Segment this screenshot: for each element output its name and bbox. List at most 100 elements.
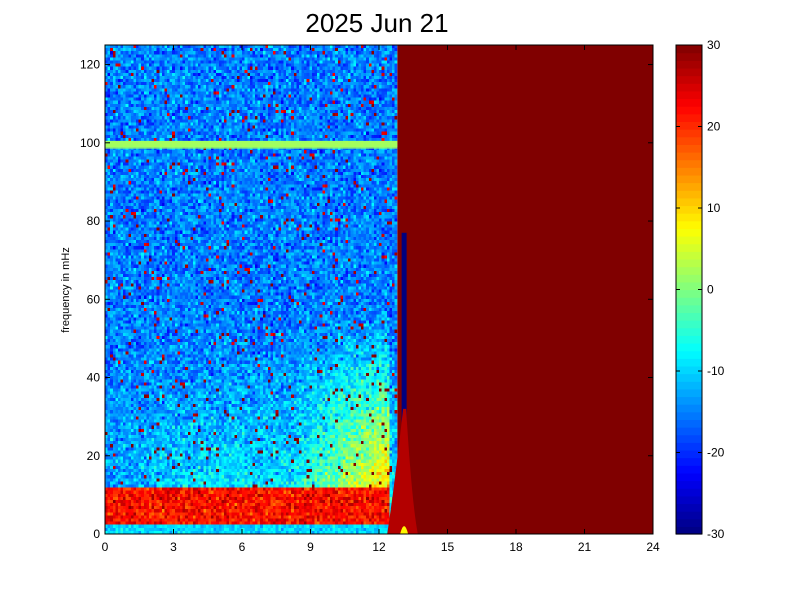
spike-base xyxy=(387,408,418,534)
colorbar-swatch xyxy=(676,60,702,69)
colorbar-swatch xyxy=(676,465,702,474)
y-tick-label: 120 xyxy=(80,58,100,72)
colorbar-swatch xyxy=(676,136,702,145)
colorbar-swatch xyxy=(676,220,702,229)
colorbar-tick-label: 30 xyxy=(707,38,721,52)
colorbar-tick-label: -30 xyxy=(707,527,725,541)
spike xyxy=(401,232,407,534)
colorbar-swatch xyxy=(676,144,702,153)
colorbar-swatch xyxy=(676,312,702,321)
colorbar-swatch xyxy=(676,388,702,398)
colorbar-swatch xyxy=(676,75,702,84)
colorbar-swatch xyxy=(676,266,702,275)
plot-area xyxy=(105,45,653,534)
colorbar-swatch xyxy=(676,258,702,268)
colorbar-swatch xyxy=(676,404,702,413)
x-tick-label: 12 xyxy=(372,540,386,554)
colorbar-swatch xyxy=(676,190,702,199)
colorbar-tick-label: 0 xyxy=(707,283,714,297)
saturated-region xyxy=(397,45,653,534)
colorbar-tick-label: -20 xyxy=(707,446,725,460)
y-tick-label: 60 xyxy=(87,292,101,306)
colorbar-swatch xyxy=(676,373,702,382)
y-tick-label: 100 xyxy=(80,136,100,150)
colorbar-swatch xyxy=(676,182,702,191)
colorbar-swatch xyxy=(676,411,702,420)
colorbar-swatch xyxy=(676,427,702,436)
y-axis: 0 20 40 60 80 100 120 xyxy=(80,58,653,541)
colorbar-swatch xyxy=(676,342,702,352)
x-tick-label: 21 xyxy=(578,540,592,554)
colorbar-axis: -30 -20 -10 0 10 20 30 xyxy=(676,38,725,541)
colorbar-swatch xyxy=(676,251,702,260)
x-tick-label: 6 xyxy=(239,540,246,554)
colorbar-swatch xyxy=(676,449,702,459)
colorbar-swatch xyxy=(676,129,702,138)
x-tick-label: 3 xyxy=(170,540,177,554)
colorbar-swatch xyxy=(676,350,702,359)
colorbar-swatch xyxy=(676,381,702,390)
colorbar-swatch xyxy=(676,159,702,168)
colorbar-swatch xyxy=(676,396,702,405)
colorbar-swatch xyxy=(676,419,702,428)
colorbar-swatch xyxy=(676,518,702,527)
colorbar-swatch xyxy=(676,289,702,298)
colorbar-swatch xyxy=(676,243,702,252)
colorbar-swatch xyxy=(676,365,702,375)
x-axis: 0 3 6 9 12 15 18 21 24 xyxy=(102,45,660,554)
spectral-line xyxy=(105,140,398,149)
colorbar-swatch xyxy=(676,167,702,176)
y-tick-label: 80 xyxy=(87,214,101,228)
colorbar-swatch xyxy=(676,151,702,161)
colorbar-swatch xyxy=(676,457,702,466)
y-tick-label: 40 xyxy=(87,371,101,385)
colorbar-swatch xyxy=(676,503,702,512)
colorbar-swatch xyxy=(676,480,702,489)
spike-base-core xyxy=(400,526,409,534)
colorbar-swatch xyxy=(676,495,702,505)
x-tick-label: 9 xyxy=(307,540,314,554)
colorbar-swatch xyxy=(676,320,702,329)
colorbar-swatch xyxy=(676,488,702,497)
colorbar-swatch xyxy=(676,213,702,222)
x-tick-label: 24 xyxy=(646,540,660,554)
colorbar-swatch xyxy=(676,281,702,291)
colorbar-swatch xyxy=(676,511,702,520)
colorbar-tick-label: -10 xyxy=(707,364,725,378)
x-tick-label: 18 xyxy=(509,540,523,554)
colorbar-swatch xyxy=(676,106,702,115)
colorbar-swatch xyxy=(676,472,702,482)
x-tick-label: 15 xyxy=(441,540,455,554)
colorbar xyxy=(676,45,702,535)
colorbar-swatch xyxy=(676,335,702,344)
chart-title: 2025 Jun 21 xyxy=(305,8,448,38)
colorbar-swatch xyxy=(676,297,702,306)
colorbar-swatch xyxy=(676,327,702,336)
y-tick-label: 20 xyxy=(87,449,101,463)
y-axis-label: frequency in mHz xyxy=(60,247,72,333)
colorbar-swatch xyxy=(676,67,702,77)
colorbar-tick-label: 10 xyxy=(707,201,721,215)
colorbar-swatch xyxy=(676,90,702,100)
colorbar-swatch xyxy=(676,304,702,314)
colorbar-swatch xyxy=(676,434,702,443)
y-tick-label: 0 xyxy=(93,527,100,541)
colorbar-swatch xyxy=(676,274,702,283)
colorbar-swatch xyxy=(676,52,702,61)
colorbar-swatch xyxy=(676,228,702,237)
colorbar-swatch xyxy=(676,197,702,207)
colorbar-swatch xyxy=(676,358,702,367)
colorbar-swatch xyxy=(676,98,702,107)
noise-field xyxy=(105,45,398,534)
colorbar-swatch xyxy=(676,174,702,184)
colorbar-swatch xyxy=(676,205,702,214)
colorbar-swatch xyxy=(676,236,702,245)
colorbar-swatch xyxy=(676,121,702,130)
colorbar-swatch xyxy=(676,83,702,92)
colorbar-swatch xyxy=(676,113,702,123)
colorbar-tick-label: 20 xyxy=(707,120,721,134)
colorbar-swatch xyxy=(676,442,702,451)
x-tick-label: 0 xyxy=(102,540,109,554)
colorbar-swatch xyxy=(676,45,702,54)
